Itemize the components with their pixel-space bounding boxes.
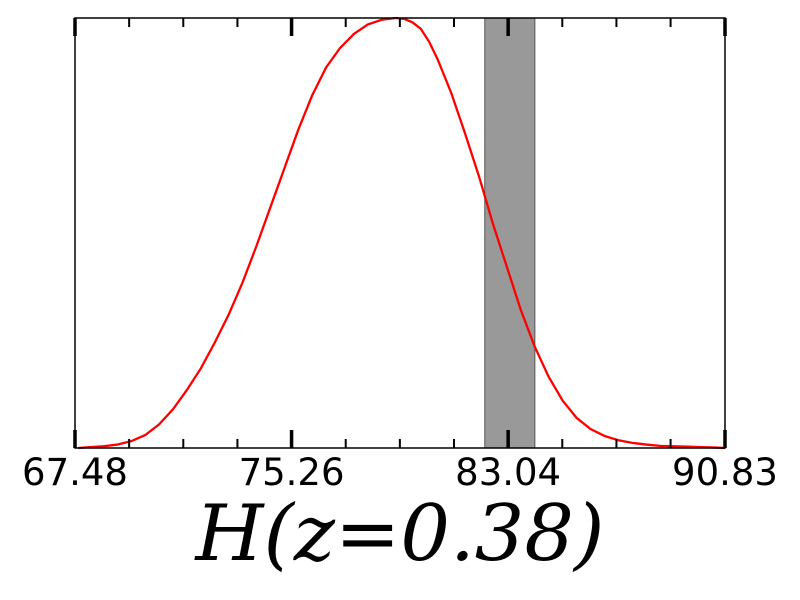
x-tick-label: 83.04 bbox=[455, 451, 561, 494]
series-line bbox=[78, 16, 726, 450]
chart-band bbox=[484, 17, 536, 449]
tick-marks bbox=[73, 18, 727, 448]
x-tick-label: 75.26 bbox=[239, 451, 345, 494]
plot-frame bbox=[74, 17, 726, 449]
x-tick-label: 90.83 bbox=[672, 451, 778, 494]
x-tick-label: 67.48 bbox=[22, 451, 128, 494]
tick-labels: 67.48 75.26 83.04 90.83 bbox=[22, 451, 778, 494]
x-axis-label: H(z=0.38) bbox=[193, 489, 604, 579]
